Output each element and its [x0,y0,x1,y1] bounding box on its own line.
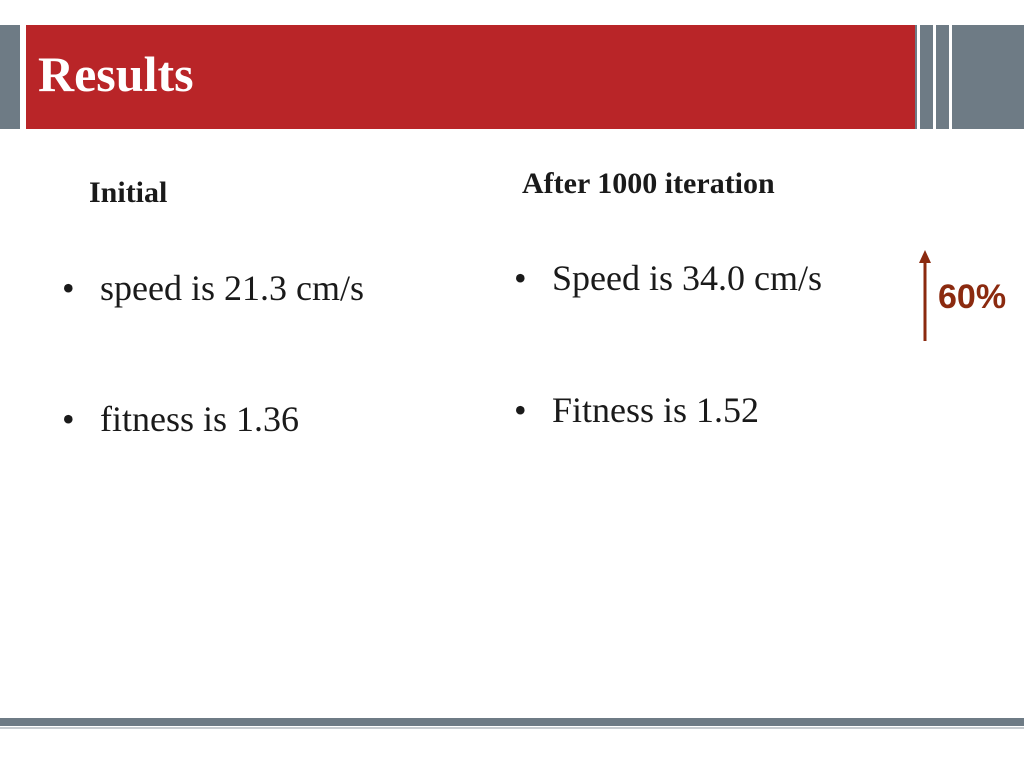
bullet-item: • fitness is 1.36 [62,398,299,440]
column-heading-after: After 1000 iteration [522,167,775,200]
bullet-text: speed is 21.3 cm/s [100,268,364,308]
improvement-percent: 60% [938,278,1007,316]
bullet-glyph: • [514,390,527,430]
header-left-gap [20,25,24,129]
bullet-item: • Speed is 34.0 cm/s [514,257,822,299]
footer-line [0,727,1024,729]
header-band [26,25,915,129]
bullet-text: fitness is 1.36 [100,399,300,439]
bullet-glyph: • [62,268,75,308]
header-left-accent-bar [0,25,20,129]
bullet-text: Fitness is 1.52 [552,390,760,430]
up-arrow-icon [919,250,931,341]
bullet-glyph: • [514,258,527,298]
slide-title: Results [38,46,194,102]
header-stripe [933,25,936,129]
bullet-item: • speed is 21.3 cm/s [62,267,364,309]
header-stripe [917,25,920,129]
header-stripe [949,25,952,129]
bullet-glyph: • [62,399,75,439]
column-heading-initial: Initial [89,176,168,209]
bullet-text: Speed is 34.0 cm/s [552,258,822,298]
header-right-accent-bars [915,25,1024,129]
bullet-item: • Fitness is 1.52 [514,389,759,431]
footer-bar [0,718,1024,726]
